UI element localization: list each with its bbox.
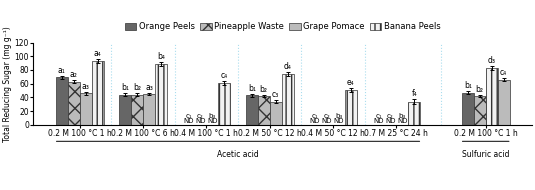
Bar — [80, 93, 91, 125]
Text: Sulfuric acid: Sulfuric acid — [462, 150, 509, 158]
Bar — [143, 94, 155, 125]
Text: c₁: c₁ — [375, 113, 382, 119]
Text: c₁: c₁ — [185, 113, 192, 119]
Text: ND: ND — [310, 118, 320, 124]
Text: f₄: f₄ — [411, 89, 417, 98]
Bar — [270, 101, 281, 125]
Bar — [91, 61, 104, 125]
Bar — [281, 74, 294, 125]
Y-axis label: Total Reducing Sugar (mg g⁻¹): Total Reducing Sugar (mg g⁻¹) — [3, 26, 12, 142]
Bar — [56, 78, 68, 125]
Text: a₁: a₁ — [58, 66, 66, 75]
Text: ND: ND — [195, 118, 205, 124]
Text: c₂: c₂ — [387, 113, 394, 119]
Text: c₁: c₁ — [312, 113, 318, 119]
Text: ND: ND — [334, 118, 344, 124]
Text: ND: ND — [207, 118, 218, 124]
Bar — [486, 68, 498, 125]
Legend: Orange Peels, Pineapple Waste, Grape Pomace, Banana Peels: Orange Peels, Pineapple Waste, Grape Pom… — [125, 22, 441, 31]
Text: d₄: d₄ — [284, 62, 292, 71]
Text: b₁: b₁ — [464, 81, 472, 90]
Text: a₃: a₃ — [145, 83, 153, 92]
Text: b₃: b₃ — [399, 113, 406, 119]
Bar — [408, 101, 420, 125]
Text: ND: ND — [385, 118, 395, 124]
Bar — [218, 83, 230, 125]
Text: b₂: b₂ — [133, 83, 141, 92]
Bar — [258, 96, 270, 125]
Text: c₂: c₂ — [197, 113, 204, 119]
Text: c₃: c₃ — [272, 90, 279, 99]
Bar — [68, 82, 80, 125]
Bar — [345, 90, 357, 125]
Bar — [131, 95, 143, 125]
Text: ND: ND — [373, 118, 384, 124]
Text: b₃: b₃ — [209, 113, 216, 119]
Text: b₁: b₁ — [121, 83, 129, 92]
Text: ND: ND — [184, 118, 194, 124]
Bar — [462, 93, 474, 125]
Text: c₄: c₄ — [500, 68, 507, 77]
Text: ND: ND — [397, 118, 408, 124]
Text: c₄: c₄ — [220, 71, 228, 80]
Bar — [155, 64, 167, 125]
Text: b₂: b₂ — [476, 85, 484, 94]
Text: b₂: b₂ — [259, 85, 268, 94]
Text: d₃: d₃ — [488, 56, 495, 65]
Text: b₁: b₁ — [248, 84, 256, 93]
Bar — [246, 95, 258, 125]
Text: a₃: a₃ — [82, 82, 90, 91]
Bar — [474, 96, 486, 125]
Text: c₂: c₂ — [324, 113, 331, 119]
Text: b₃: b₃ — [335, 113, 342, 119]
Text: ND: ND — [322, 118, 332, 124]
Text: Acetic acid: Acetic acid — [217, 150, 259, 158]
Bar — [119, 95, 131, 125]
Bar — [498, 80, 509, 125]
Text: e₄: e₄ — [347, 78, 355, 87]
Text: a₄: a₄ — [94, 49, 102, 58]
Text: b₄: b₄ — [157, 52, 165, 61]
Text: a₂: a₂ — [70, 70, 78, 79]
